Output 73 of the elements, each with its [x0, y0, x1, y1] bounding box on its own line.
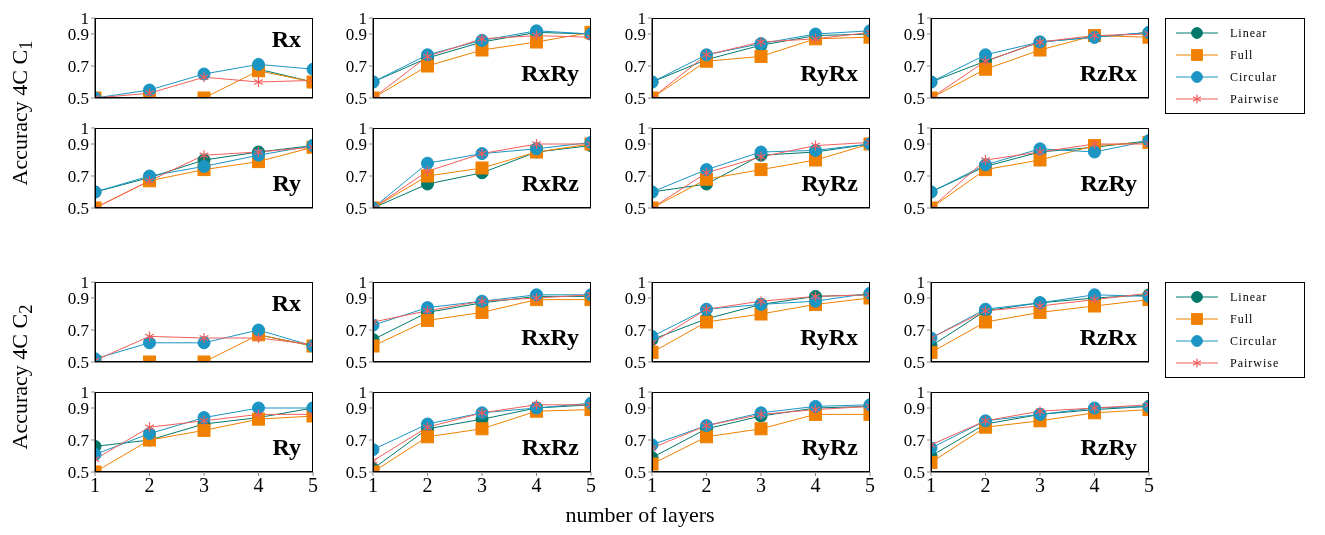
y-tick-label: 0.5	[345, 463, 367, 483]
y-tick-label: 0.7	[903, 57, 926, 77]
legend-label: Pairwise	[1230, 91, 1280, 107]
annotation: RzRy	[1080, 170, 1137, 197]
y-tick-label: 0.5	[345, 199, 367, 219]
y-tick-label: 0.7	[345, 57, 368, 77]
annotation: RyRz	[801, 170, 858, 197]
x-tick-label: 5	[865, 474, 875, 497]
y-tick-label: 0.5	[345, 89, 367, 109]
x-tick-label: 2	[980, 474, 991, 497]
y-tick-label: 0.7	[624, 321, 647, 341]
annotation: RyRx	[800, 60, 858, 87]
y-tick-label: 0.5	[624, 353, 646, 373]
annotation: Rx	[271, 26, 301, 53]
x-tick-label: 4	[810, 474, 821, 497]
x-tick-label: 3	[756, 474, 766, 497]
annotation: RyRx	[800, 324, 858, 351]
y-tick-label: 0.5	[903, 199, 925, 219]
x-tick-label: 4	[531, 474, 542, 497]
legend-label: Circular	[1230, 333, 1278, 349]
legend-label: Full	[1230, 311, 1254, 327]
y-tick-label: 0.7	[67, 431, 90, 451]
y-tick-label: 0.5	[624, 199, 646, 219]
x-tick-label: 2	[144, 474, 155, 497]
annotation: RxRz	[521, 170, 579, 197]
x-tick-label: 4	[253, 474, 264, 497]
y-tick-label: 0.7	[624, 167, 647, 187]
x-tick-label: 5	[1144, 474, 1154, 497]
y-tick-label: 0.5	[624, 463, 646, 483]
annotation: RxRy	[521, 324, 579, 351]
y-tick-label: 0.5	[67, 199, 89, 219]
y-tick-label: 0.5	[67, 353, 89, 373]
annotation: Ry	[272, 434, 301, 461]
annotation: RxRz	[521, 434, 579, 461]
y-tick-label: 0.5	[345, 353, 367, 373]
x-tick-label: 3	[477, 474, 487, 497]
x-tick-label: 5	[308, 474, 318, 497]
legend-label: Linear	[1230, 289, 1268, 305]
y-tick-label: 0.5	[903, 353, 925, 373]
y-tick-label: 0.7	[903, 321, 926, 341]
x-tick-label: 2	[701, 474, 712, 497]
y-tick-label: 0.7	[903, 431, 926, 451]
x-tick-label: 4	[1089, 474, 1100, 497]
y-tick-label: 0.7	[624, 431, 647, 451]
annotation: RzRy	[1080, 434, 1137, 461]
y-tick-label: 0.7	[67, 57, 90, 77]
y-tick-label: 0.5	[903, 89, 925, 109]
annotation: RxRy	[521, 60, 579, 87]
x-tick-label: 3	[199, 474, 209, 497]
legend-label: Circular	[1230, 69, 1278, 85]
y-tick-label: 0.5	[903, 463, 925, 483]
legend-label: Full	[1230, 47, 1254, 63]
y-tick-label: 0.7	[345, 167, 368, 187]
x-tick-label: 5	[586, 474, 596, 497]
y-tick-label: 0.7	[903, 167, 926, 187]
x-tick-label: 3	[1035, 474, 1045, 497]
annotation: RzRx	[1079, 324, 1137, 351]
x-tick-label: 2	[422, 474, 433, 497]
annotation: RzRx	[1079, 60, 1137, 87]
annotation: Ry	[272, 170, 301, 197]
legend-label: Pairwise	[1230, 355, 1280, 371]
annotation: RyRz	[801, 434, 858, 461]
y-tick-label: 0.7	[345, 431, 368, 451]
y-tick-label: 0.7	[67, 321, 90, 341]
y-tick-label: 0.7	[345, 321, 368, 341]
y-tick-label: 0.5	[624, 89, 646, 109]
y-tick-label: 0.7	[67, 167, 90, 187]
y-tick-label: 0.5	[67, 463, 89, 483]
y-tick-label: 0.5	[67, 89, 89, 109]
y-tick-label: 0.7	[624, 57, 647, 77]
x-axis-title: number of layers	[565, 502, 715, 528]
annotation: Rx	[271, 290, 301, 317]
legend-label: Linear	[1230, 25, 1268, 41]
